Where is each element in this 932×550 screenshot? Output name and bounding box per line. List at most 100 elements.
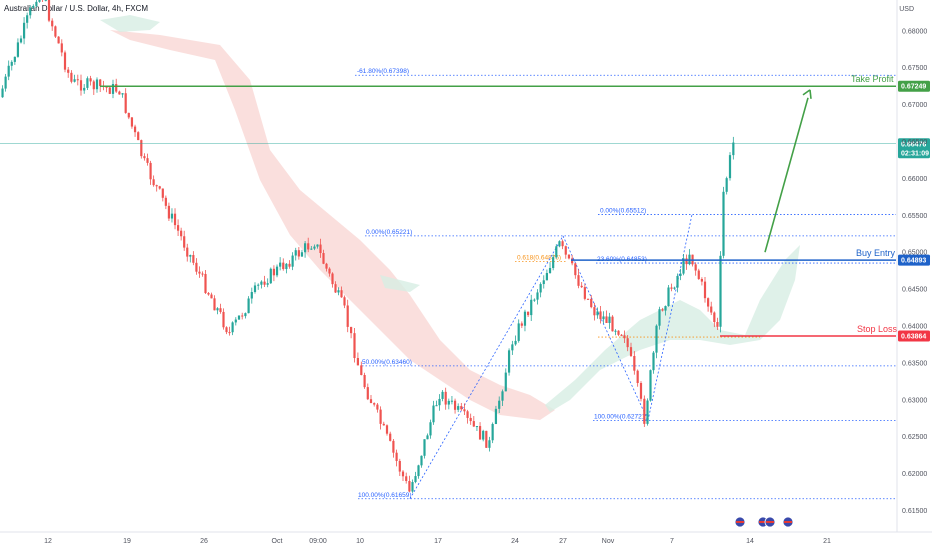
candle-body — [54, 26, 57, 37]
candle-body — [655, 325, 658, 353]
candle-body — [498, 400, 501, 409]
candle-body — [360, 365, 363, 375]
candle-body — [29, 7, 32, 16]
candle-body — [611, 316, 614, 332]
candle-body — [472, 421, 475, 427]
candle-body — [288, 263, 291, 267]
candle-body — [728, 155, 732, 179]
candle-body — [76, 79, 79, 81]
candle-body — [170, 213, 174, 219]
candle-body — [673, 287, 676, 289]
candle-body — [316, 244, 319, 247]
candle-body — [124, 93, 127, 113]
candle-body — [517, 323, 520, 341]
candle-body — [189, 255, 192, 257]
candle-body — [608, 316, 611, 323]
y-tick-label: 0.66000 — [902, 176, 927, 183]
candle-body — [626, 338, 629, 348]
ichimoku-cloud — [100, 15, 800, 420]
candle-body — [457, 406, 460, 410]
candle-body — [340, 290, 343, 298]
candle-body — [649, 370, 652, 401]
candle-body — [482, 430, 485, 440]
candle-body — [155, 185, 158, 187]
candle-body — [633, 356, 636, 371]
candle-body — [219, 308, 222, 312]
candle-body — [343, 297, 346, 306]
ichimoku-cloud-bearish — [110, 30, 555, 420]
candle-body — [643, 398, 646, 424]
candle-body — [527, 311, 530, 316]
candle-body — [89, 78, 92, 82]
candle-body — [713, 312, 716, 323]
y-tick-label: 0.63500 — [902, 360, 927, 367]
candle-body — [423, 439, 426, 456]
candle-body — [195, 262, 198, 272]
candle-body — [176, 225, 180, 231]
candle-body — [491, 423, 494, 441]
candle-body — [346, 305, 349, 327]
x-tick-label: 27 — [559, 538, 567, 545]
candle-body — [146, 158, 149, 163]
price-tag — [898, 138, 930, 159]
price-tag-value: 0.63864 — [901, 334, 926, 341]
candle-body — [22, 22, 26, 39]
candle-body — [376, 404, 379, 410]
candle-body — [617, 330, 620, 335]
candle-body — [435, 405, 438, 407]
candle-body — [639, 383, 643, 399]
candle-body — [494, 408, 498, 424]
candle-body — [574, 263, 577, 276]
price-tag-value: 0.67249 — [901, 84, 926, 91]
price-tag-value: 0.64893 — [901, 258, 926, 265]
price-tag — [898, 80, 930, 92]
y-tick-label: 0.62500 — [902, 434, 927, 441]
candle-body — [564, 246, 567, 255]
candle-body — [32, 5, 35, 8]
candle-body — [444, 391, 447, 405]
candle-body — [73, 79, 76, 82]
candle-body — [356, 358, 359, 366]
fib-retracement-lines: -61.80%(0.67398) 0.00%(0.65512) 0.00%(0.65… — [355, 68, 896, 500]
candle-body — [130, 117, 134, 127]
candle-body — [405, 476, 408, 482]
candle-body — [623, 335, 626, 339]
candle-body — [67, 69, 70, 73]
chart-title: Australian Dollar / U.S. Dollar, 4h, FXC… — [4, 4, 149, 13]
candle-body — [92, 81, 95, 90]
candle-body — [614, 330, 617, 332]
candle-body — [183, 236, 186, 248]
candle-body — [127, 112, 130, 118]
candle-body — [697, 270, 700, 280]
candle-body — [475, 426, 479, 428]
fib-level-label: 50.00%(0.63460) — [362, 359, 412, 366]
candle-body — [152, 179, 155, 186]
candle-body — [463, 409, 466, 412]
candle-body — [133, 126, 137, 133]
y-tick-label: 0.64500 — [902, 287, 927, 294]
candle-body — [511, 344, 514, 351]
candle-body — [596, 311, 599, 316]
candle-body — [583, 287, 586, 299]
candle-body — [167, 205, 171, 219]
candle-body — [121, 93, 124, 95]
candle-body — [111, 84, 115, 94]
x-tick-label: 09:00 — [309, 538, 327, 545]
candle-body — [363, 374, 366, 388]
fib-trend-line — [647, 214, 693, 421]
candle-body — [441, 391, 444, 399]
candle-body — [438, 398, 441, 406]
candle-body — [250, 291, 253, 299]
candle-body — [319, 244, 322, 254]
ichimoku-cloud-bullish-early — [100, 15, 160, 32]
price-tag-value: 0.66476 — [901, 141, 926, 148]
candle-body — [392, 440, 395, 453]
ichimoku-cloud-bullish — [545, 245, 800, 412]
candle-body — [60, 43, 63, 53]
fib-trend-line — [562, 235, 649, 421]
candle-body — [63, 52, 67, 70]
candle-body — [328, 268, 331, 274]
candle-body — [716, 322, 719, 327]
candle-body — [294, 250, 297, 256]
